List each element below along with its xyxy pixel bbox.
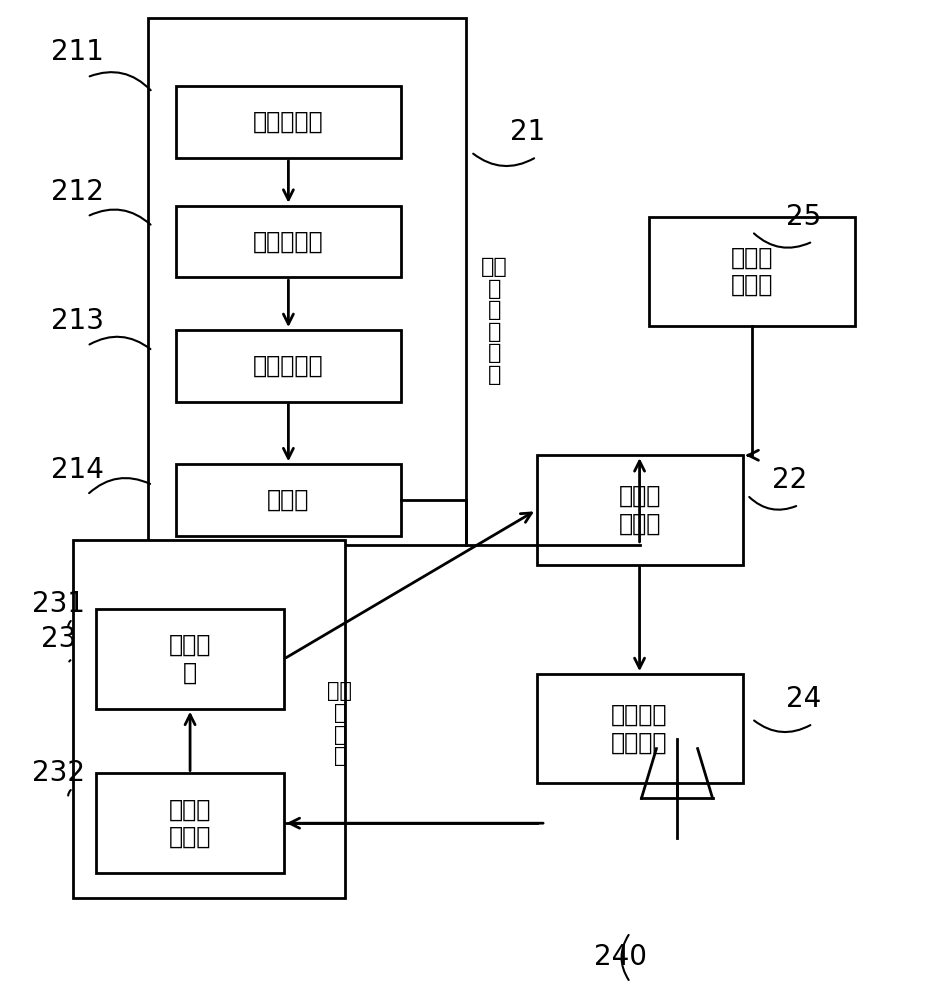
Text: 213: 213 [51, 307, 105, 335]
Text: 231: 231 [32, 590, 86, 618]
Text: 无线网络
发射模块: 无线网络 发射模块 [611, 703, 668, 755]
Bar [96, 609, 284, 709]
Bar [148, 18, 466, 545]
Text: 240: 240 [594, 943, 647, 971]
Text: 214: 214 [51, 456, 105, 484]
Text: 比较器: 比较器 [268, 488, 310, 512]
Bar [537, 674, 742, 783]
Text: 21: 21 [510, 118, 544, 146]
Bar [537, 455, 742, 565]
Text: 22: 22 [771, 466, 807, 494]
Text: 24: 24 [786, 685, 821, 713]
Text: 机械开
启单元: 机械开 启单元 [169, 797, 211, 849]
Bar [176, 206, 400, 277]
Text: 212: 212 [51, 178, 105, 206]
Text: 运算放大器: 运算放大器 [253, 354, 324, 378]
Bar [96, 773, 284, 873]
Text: 对数放大器: 对数放大器 [253, 229, 324, 253]
Text: 光信
号
接
收
模
块: 光信 号 接 收 模 块 [481, 257, 508, 385]
Text: 232: 232 [32, 759, 86, 787]
Bar [176, 330, 400, 402]
Bar [73, 540, 345, 898]
Text: 光电探测器: 光电探测器 [253, 110, 324, 134]
Bar [176, 464, 400, 536]
Text: 211: 211 [51, 38, 105, 66]
Text: 23: 23 [41, 625, 76, 653]
Text: 25: 25 [786, 203, 821, 231]
Text: 密码设
置模块: 密码设 置模块 [731, 245, 773, 297]
Bar [649, 217, 855, 326]
Text: 微控制
器模块: 微控制 器模块 [618, 484, 660, 536]
Text: 触发单
元: 触发单 元 [169, 633, 211, 685]
Text: 电控
锁
主
体: 电控 锁 主 体 [328, 681, 352, 766]
Bar [176, 86, 400, 158]
